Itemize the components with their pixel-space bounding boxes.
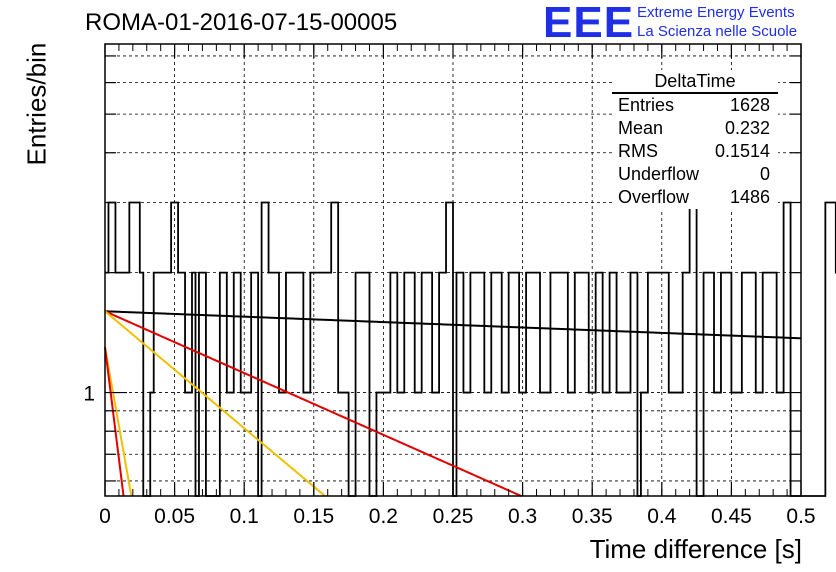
stats-value: 0.232 [724, 118, 770, 138]
histogram-outline [105, 201, 836, 497]
stats-label: Entries [618, 95, 675, 115]
stats-row-underflow: Underflow 0 [612, 163, 778, 186]
x-axis: 0 0.05 0.1 0.15 0.2 0.25 0.3 0.35 0.4 0.45 0.5 [99, 44, 816, 528]
fit-curve [104, 310, 326, 497]
fit-curve [104, 347, 133, 497]
logo-caption-line1: Extreme Energy Events [637, 4, 795, 21]
stats-row-entries: Entries 1628 [612, 94, 778, 117]
stats-value: 0.1514 [714, 141, 770, 161]
stats-label: RMS [618, 141, 658, 161]
x-tick-label: 0.4 [647, 505, 677, 528]
stats-label: Overflow [618, 187, 690, 207]
x-tick-label: 0.2 [369, 505, 398, 528]
stats-box-name: DeltaTime [612, 70, 778, 94]
stats-box: DeltaTime Entries 1628 Mean 0.232 RMS 0.151… [612, 70, 778, 209]
x-tick-label: 0.1 [230, 505, 259, 528]
x-tick-label: 0 [99, 505, 111, 528]
x-tick-label: 0.05 [154, 505, 195, 528]
x-tick-label: 0.3 [508, 505, 537, 528]
stats-row-overflow: Overflow 1486 [612, 186, 778, 209]
y-tick-label: 1 [83, 383, 95, 406]
logo-caption-line2: La Scienza nelle Scuole [637, 23, 798, 40]
eee-logo: EEE [543, 0, 635, 47]
stats-label: Mean [618, 118, 664, 138]
stats-label: Underflow [618, 164, 700, 184]
chart-title: ROMA-01-2016-07-15-00005 [85, 9, 398, 36]
x-tick-label: 0.35 [572, 505, 613, 528]
x-tick-label: 0.5 [786, 505, 815, 528]
fit-curves [104, 310, 802, 497]
stats-value: 1486 [729, 187, 770, 207]
x-axis-label: Time difference [s] [589, 534, 802, 564]
x-tick-label: 0.15 [293, 505, 334, 528]
y-axis: 1 [83, 55, 801, 482]
x-tick-label: 0.45 [711, 505, 752, 528]
y-axis-label: Entries/bin [21, 42, 52, 166]
stats-row-rms: RMS 0.1514 [612, 140, 778, 163]
fit-curve [104, 347, 125, 497]
fit-curve [104, 310, 802, 340]
logo-caption: Extreme Energy Events La Scienza nelle S… [637, 3, 797, 41]
histogram-bins [105, 201, 836, 497]
fit-curve [104, 310, 522, 497]
stats-row-mean: Mean 0.232 [612, 117, 778, 140]
stats-value: 1628 [729, 95, 770, 115]
x-tick-label: 0.25 [433, 505, 474, 528]
stats-value: 0 [759, 164, 770, 184]
